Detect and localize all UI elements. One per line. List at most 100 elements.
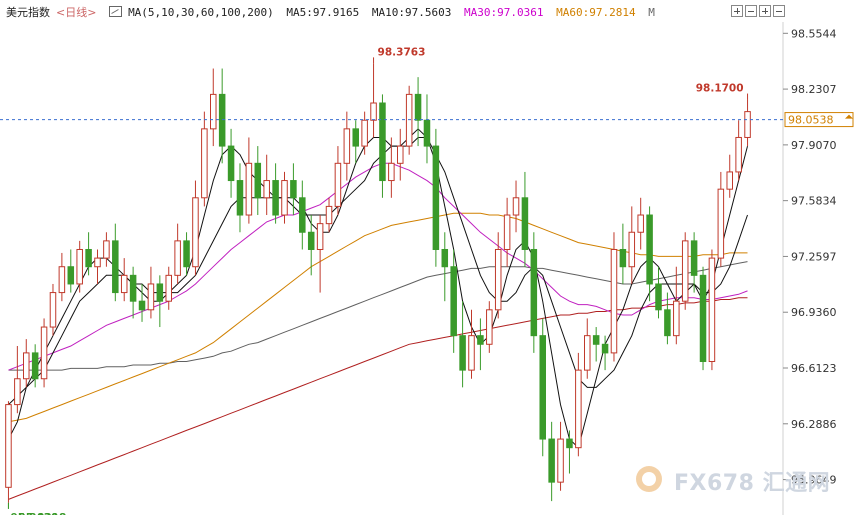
candle-up xyxy=(717,188,725,259)
candle-up xyxy=(76,248,83,285)
candle-up xyxy=(325,205,333,225)
y-tick-label: 98.5544 xyxy=(791,27,837,40)
candle-up xyxy=(468,335,475,371)
candle-up xyxy=(486,309,493,345)
candle-down xyxy=(352,128,359,147)
candle-up xyxy=(245,162,253,216)
candle-up xyxy=(575,369,582,449)
y-tick-label: 96.6123 xyxy=(791,362,837,375)
candle-up xyxy=(5,404,12,488)
candle-down xyxy=(156,283,164,302)
candle-down xyxy=(477,335,484,345)
restore-icon[interactable] xyxy=(759,5,771,17)
candle-up xyxy=(610,248,618,354)
candle-up xyxy=(120,274,128,294)
ma-line-ma100 xyxy=(8,261,748,371)
current-price-arrow-icon xyxy=(845,114,853,119)
candle-up xyxy=(744,111,751,138)
m-flag[interactable]: M xyxy=(648,6,655,19)
ma5-value: MA5:97.9165 xyxy=(286,6,360,19)
candle-down xyxy=(299,197,306,233)
candle-up xyxy=(23,352,30,380)
candle-down xyxy=(307,231,315,250)
candle-up xyxy=(192,197,199,268)
candle-down xyxy=(272,180,279,216)
candle-down xyxy=(450,266,457,337)
candle-down xyxy=(129,274,137,302)
candle-up xyxy=(681,240,689,302)
candle-down xyxy=(236,180,244,216)
candle-up xyxy=(210,93,217,130)
y-tick-label: 95.9649 xyxy=(791,474,837,487)
ma-params[interactable]: MA(5,10,30,60,100,200) xyxy=(128,6,274,19)
candle-up xyxy=(673,300,680,337)
candle-up xyxy=(557,438,564,483)
ma-indicator-icon[interactable] xyxy=(109,6,123,17)
ma-line-ma30 xyxy=(8,162,748,371)
ma60-value: MA60:97.2814 xyxy=(556,6,636,19)
candle-down xyxy=(432,145,440,250)
candle-up xyxy=(343,128,351,164)
candle-up xyxy=(316,223,324,250)
candle-down xyxy=(619,248,627,268)
candle-down xyxy=(592,335,600,345)
maximize-icon[interactable] xyxy=(773,5,785,17)
current-price-box xyxy=(784,112,854,128)
last-high-annotation: 98.1700 xyxy=(696,83,744,95)
candle-up xyxy=(397,145,404,164)
candle-up xyxy=(503,214,511,250)
y-tick-label: 98.2307 xyxy=(791,83,837,96)
symbol-name[interactable]: 美元指数 xyxy=(6,6,50,19)
legend: 美元指数 <日线> MA(5,10,30,60,100,200) MA5:97.9… xyxy=(6,4,661,20)
candle-down xyxy=(227,145,235,182)
ma-line-ma60 xyxy=(8,212,748,423)
ma-line-ma5 xyxy=(8,128,748,449)
candle-down xyxy=(566,438,573,449)
candle-down xyxy=(699,274,707,363)
candle-up xyxy=(165,274,172,302)
y-tick-label: 96.2886 xyxy=(791,418,837,431)
low-annotation-left: 95.8318 xyxy=(18,512,66,515)
candle-up xyxy=(735,136,742,173)
candle-up xyxy=(103,240,110,259)
y-tick-label: 97.9070 xyxy=(791,139,837,152)
candle-down xyxy=(530,248,538,337)
candle-up xyxy=(628,231,636,268)
watermark: FX678 汇通网 xyxy=(632,466,842,496)
candle-up xyxy=(40,326,48,380)
ma10-value: MA10:97.5603 xyxy=(371,6,452,19)
candle-up xyxy=(174,240,181,276)
fx678-logo-icon xyxy=(636,466,662,492)
period-selector[interactable]: <日线> xyxy=(56,6,97,19)
candle-down xyxy=(423,119,431,147)
candle-up xyxy=(147,283,155,311)
legend-bar: 美元指数 <日线> MA(5,10,30,60,100,200) MA5:97.9… xyxy=(0,0,857,22)
candle-up xyxy=(370,102,377,121)
candle-up xyxy=(201,128,208,199)
candle-down xyxy=(414,93,422,121)
candle-up xyxy=(14,378,21,406)
candle-down xyxy=(664,309,671,337)
current-price-label: 98.0538 xyxy=(788,114,834,127)
candle-up xyxy=(388,162,395,182)
candle-down xyxy=(539,335,546,440)
candle-down xyxy=(521,197,529,250)
candle-up xyxy=(361,119,368,147)
candle-down xyxy=(601,343,609,354)
candle-down xyxy=(290,180,297,199)
low-annotation-right: 95.8430 xyxy=(10,512,58,515)
candle-down xyxy=(138,300,146,311)
ma30-value: MA30:97.0361 xyxy=(463,6,544,19)
toolbar xyxy=(731,5,785,17)
candle-up xyxy=(708,257,716,363)
y-tick-label: 96.9360 xyxy=(791,306,837,319)
zoom-in-icon[interactable] xyxy=(731,5,743,17)
zoom-out-icon[interactable] xyxy=(745,5,757,17)
candle-down xyxy=(254,162,262,199)
candle-down xyxy=(379,102,386,182)
watermark-text: FX678 汇通网 xyxy=(674,471,831,496)
candle-down xyxy=(112,240,119,294)
candle-up xyxy=(334,162,342,207)
candle-up xyxy=(512,197,520,216)
